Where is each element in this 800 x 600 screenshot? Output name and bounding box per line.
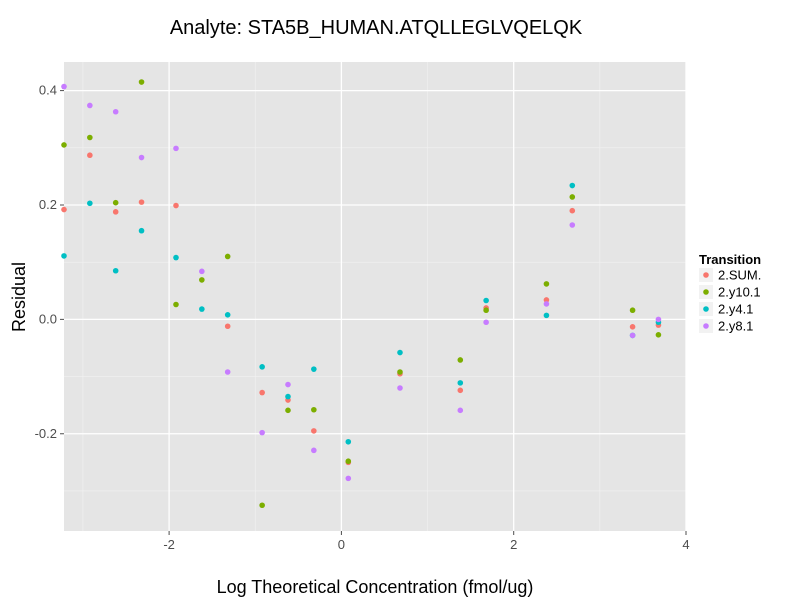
data-point xyxy=(61,253,67,259)
data-point xyxy=(259,429,265,436)
data-point xyxy=(457,387,464,394)
series-2-points xyxy=(61,79,662,509)
data-point xyxy=(397,385,403,391)
data-point xyxy=(311,366,317,372)
data-point xyxy=(87,102,93,109)
data-point xyxy=(397,349,403,356)
data-point xyxy=(61,83,67,90)
x-tick-label: 4 xyxy=(682,537,689,552)
data-point xyxy=(569,194,576,200)
data-point xyxy=(285,393,291,400)
y-axis-title: Residual xyxy=(9,262,29,332)
legend-key-dot xyxy=(703,289,709,295)
data-point xyxy=(483,297,489,304)
data-point xyxy=(569,207,576,214)
legend-label: 2.y8.1 xyxy=(718,319,753,334)
data-point xyxy=(629,324,636,330)
legend: Transition 2.SUM. 2.y10.1 2.y4.1 2.y8.1 xyxy=(699,252,761,334)
y-tick-label: 0.2 xyxy=(39,197,57,212)
data-point xyxy=(543,281,550,287)
data-point xyxy=(345,458,352,465)
x-tick-label: 2 xyxy=(510,537,517,552)
series-1-points xyxy=(61,152,662,466)
data-point xyxy=(311,428,317,434)
data-point xyxy=(224,323,231,330)
minor-gridlines xyxy=(64,62,686,531)
y-tick-label: 0.4 xyxy=(39,83,57,98)
data-point xyxy=(87,200,93,207)
data-point xyxy=(457,357,464,363)
legend-label: 2.y4.1 xyxy=(718,302,753,317)
data-point xyxy=(61,206,67,213)
data-point xyxy=(87,134,93,141)
data-point xyxy=(285,407,291,414)
data-point xyxy=(543,301,550,307)
data-point xyxy=(173,254,179,261)
major-gridlines xyxy=(64,62,687,531)
data-point xyxy=(173,145,179,152)
x-axis-ticks: -2 0 2 4 xyxy=(163,531,690,552)
data-point xyxy=(655,316,662,323)
data-point xyxy=(87,152,93,159)
data-point xyxy=(112,199,119,206)
data-point xyxy=(138,199,145,205)
data-point xyxy=(457,380,464,386)
data-point xyxy=(543,312,550,319)
data-point xyxy=(138,154,145,161)
legend-key-dot xyxy=(703,323,709,329)
data-point xyxy=(285,381,291,388)
data-point xyxy=(655,332,662,338)
data-point xyxy=(259,364,265,370)
data-point xyxy=(629,307,636,314)
data-point xyxy=(629,332,636,339)
data-point xyxy=(397,369,403,375)
data-point xyxy=(112,209,119,215)
data-point xyxy=(112,108,119,115)
legend-key-dot xyxy=(703,272,709,278)
data-point xyxy=(112,267,119,274)
chart-title: Analyte: STA5B_HUMAN.ATQLLEGLVQELQK xyxy=(170,17,583,39)
legend-items: 2.SUM. 2.y10.1 2.y4.1 2.y8.1 xyxy=(699,268,761,334)
data-point xyxy=(457,407,464,414)
data-point xyxy=(259,389,265,396)
plot-panel xyxy=(64,62,686,531)
data-point xyxy=(199,268,205,275)
data-point xyxy=(173,202,179,209)
data-point xyxy=(483,319,489,326)
data-point xyxy=(61,142,67,148)
y-axis-ticks: -0.2 0.0 0.2 0.4 xyxy=(35,83,64,441)
data-point xyxy=(569,182,576,189)
x-axis-title: Log Theoretical Concentration (fmol/ug) xyxy=(217,577,534,597)
data-point xyxy=(311,447,317,454)
data-point xyxy=(173,301,179,308)
series-4-points xyxy=(61,83,662,482)
data-point xyxy=(259,502,265,509)
data-point xyxy=(345,475,352,482)
data-point xyxy=(224,312,231,318)
data-point xyxy=(138,227,145,234)
y-tick-label: 0.0 xyxy=(39,311,57,326)
data-point xyxy=(543,297,550,303)
legend-label: 2.SUM. xyxy=(718,268,761,283)
data-point xyxy=(483,307,489,314)
data-point xyxy=(199,277,205,283)
data-point xyxy=(569,222,576,228)
data-point xyxy=(199,306,205,312)
legend-label: 2.y10.1 xyxy=(718,285,761,300)
data-point xyxy=(224,369,231,375)
data-point xyxy=(345,438,352,445)
legend-key-dot xyxy=(703,306,709,312)
legend-title: Transition xyxy=(699,252,761,267)
data-points xyxy=(61,79,662,509)
data-point xyxy=(224,253,231,260)
x-tick-label: 0 xyxy=(338,537,345,552)
x-tick-label: -2 xyxy=(163,537,175,552)
data-point xyxy=(138,79,145,85)
data-point xyxy=(311,406,317,413)
y-tick-label: -0.2 xyxy=(35,426,57,441)
